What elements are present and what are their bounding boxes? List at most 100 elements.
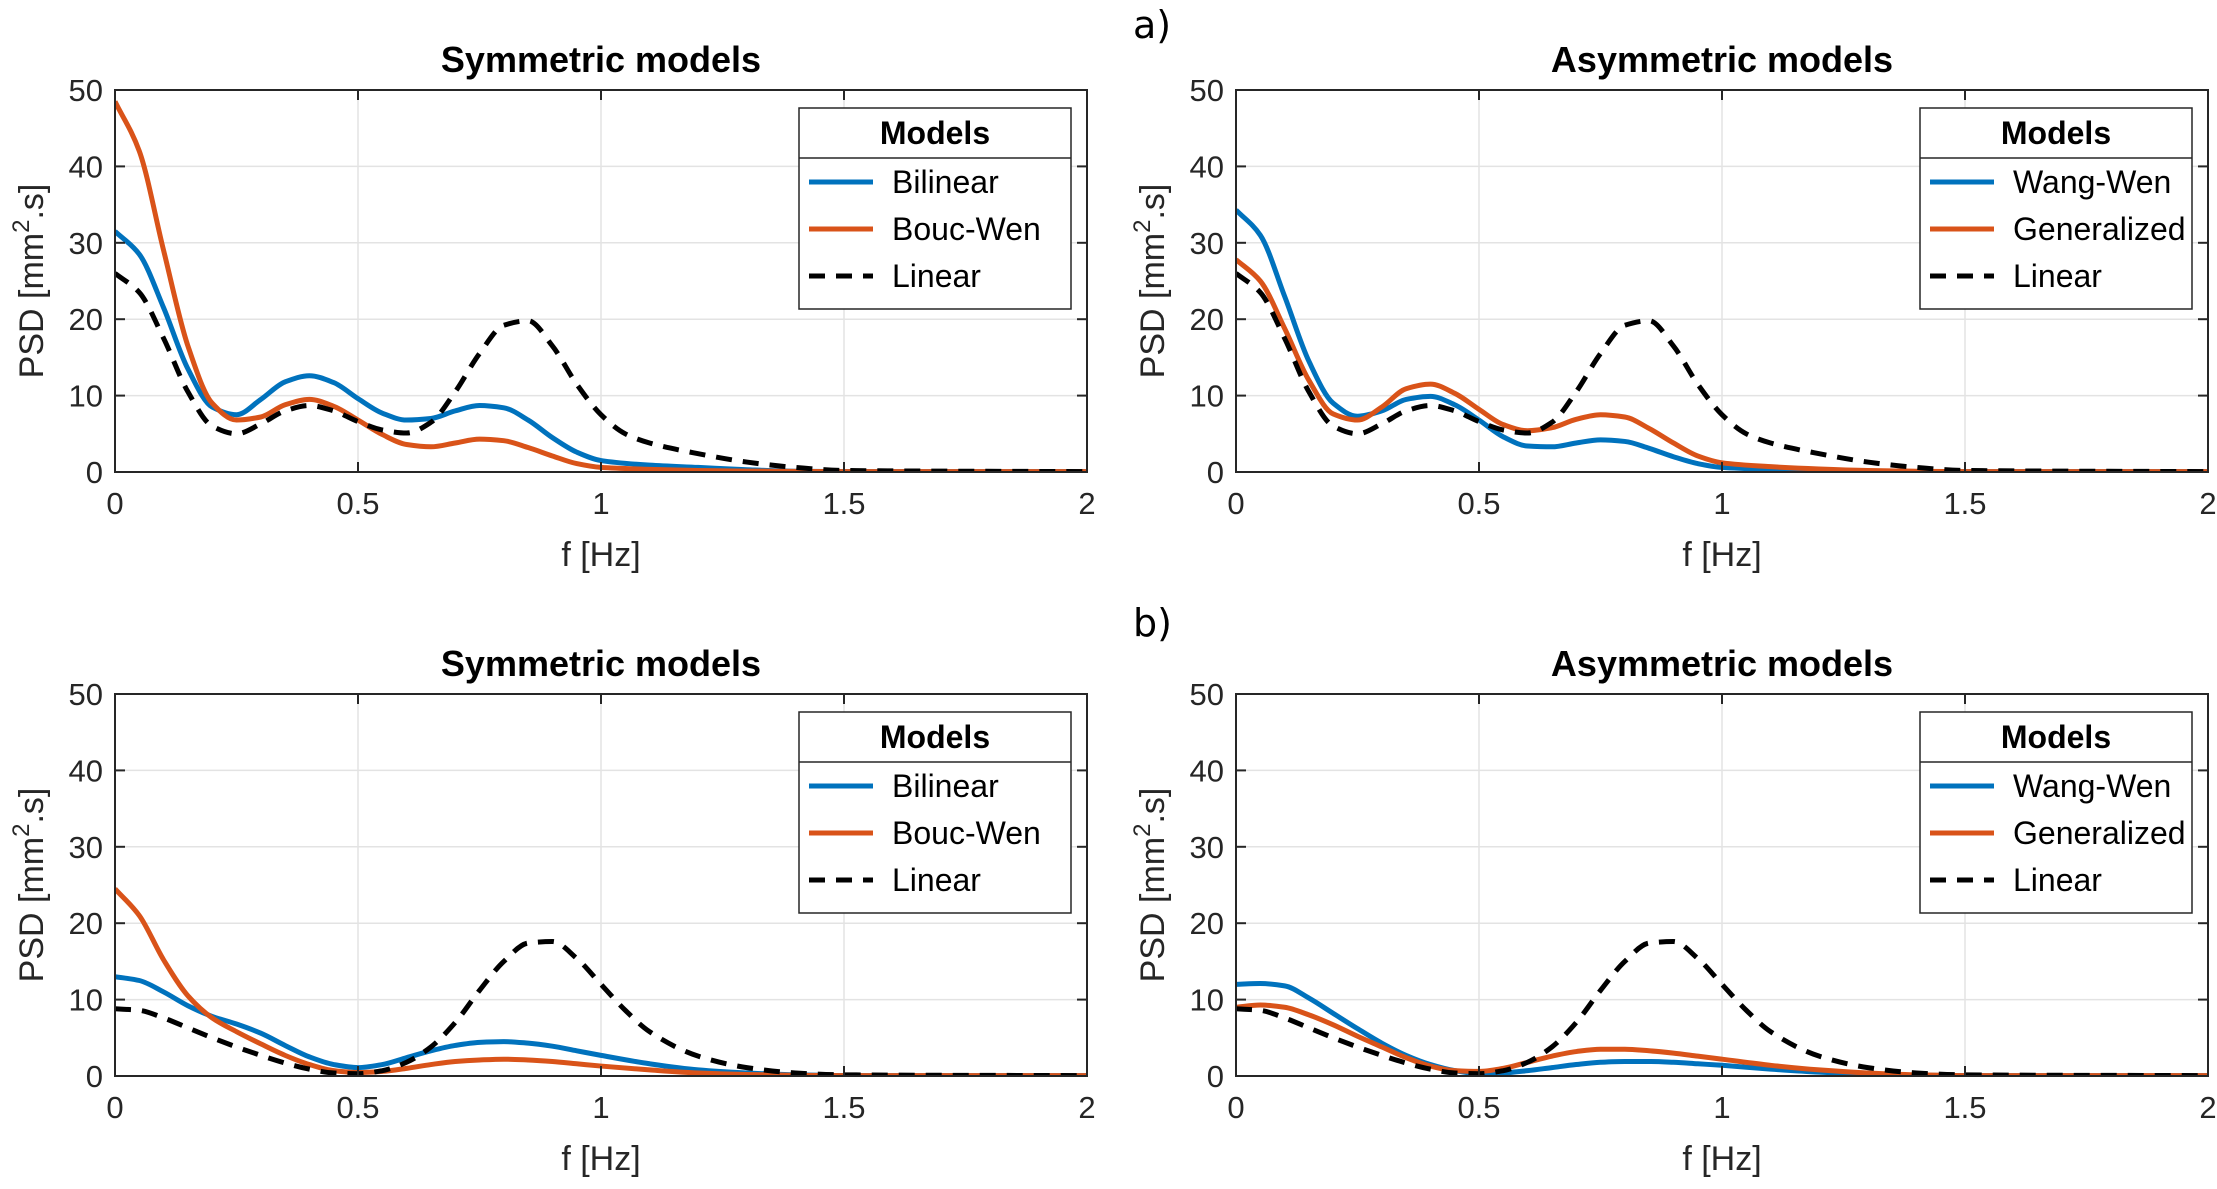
series-line-generalized — [1236, 1002, 2208, 1076]
series-line-linear — [115, 939, 1087, 1076]
y-tick-label: 50 — [69, 677, 103, 712]
series-line-bilinear — [115, 974, 1087, 1076]
legend-entry-label: Bilinear — [892, 164, 999, 200]
y-axis-label: PSD [mm2.s] — [8, 788, 51, 983]
legend: Models Bilinear Bouc-Wen Linear — [798, 107, 1072, 310]
legend-title: Models — [2001, 719, 2111, 755]
chart-title: Symmetric models — [441, 643, 761, 684]
y-tick-label: 0 — [1207, 1059, 1224, 1094]
x-tick-label: 1 — [592, 1090, 609, 1125]
y-axis-label-superscript: 2 — [1129, 220, 1156, 233]
panel-label: a) — [1133, 3, 1171, 47]
x-tick-label: 0 — [1227, 1090, 1244, 1125]
y-axis-label-main: PSD [mm — [13, 837, 51, 982]
legend-title: Models — [2001, 115, 2111, 151]
x-tick-label: 1 — [1713, 486, 1730, 521]
y-axis-label-superscript: 2 — [1129, 824, 1156, 837]
y-axis-label: PSD [mm2.s] — [1129, 184, 1172, 379]
y-tick-label: 20 — [1190, 906, 1224, 941]
y-tick-label: 10 — [69, 379, 103, 414]
y-axis-label: PSD [mm2.s] — [8, 184, 51, 379]
x-axis-label: f [Hz] — [1682, 1140, 1761, 1178]
series-group — [1236, 939, 2208, 1076]
x-tick-label: 0.5 — [336, 486, 379, 521]
x-tick-label: 1.5 — [822, 1090, 865, 1125]
series-group — [1236, 208, 2208, 472]
y-axis-label-superscript: 2 — [8, 824, 35, 837]
x-tick-label: 2 — [2199, 486, 2216, 521]
y-tick-label: 20 — [69, 302, 103, 337]
legend-entry-label: Bouc-Wen — [892, 815, 1041, 851]
y-axis-label-tail: .s] — [13, 788, 51, 824]
x-tick-label: 1.5 — [1943, 1090, 1986, 1125]
y-axis-label-tail: .s] — [1134, 788, 1172, 824]
chart-title: Asymmetric models — [1551, 643, 1893, 684]
series-group — [115, 887, 1087, 1076]
y-axis-label-tail: .s] — [13, 184, 51, 220]
x-axis-label: f [Hz] — [1682, 536, 1761, 574]
legend-entry-label: Bilinear — [892, 768, 999, 804]
series-line-linear — [1236, 271, 2208, 472]
y-tick-label: 20 — [1190, 302, 1224, 337]
x-tick-label: 1.5 — [822, 486, 865, 521]
x-tick-label: 0 — [106, 486, 123, 521]
y-axis-label-main: PSD [mm — [1134, 837, 1172, 982]
legend-title: Models — [880, 115, 990, 151]
y-tick-label: 0 — [86, 455, 103, 490]
series-line-linear — [1236, 939, 2208, 1076]
legend-entry-label: Wang-Wen — [2013, 768, 2171, 804]
series-line-bouc-wen — [115, 887, 1087, 1076]
y-tick-label: 0 — [86, 1059, 103, 1094]
series-line-linear — [115, 271, 1087, 472]
y-axis-label: PSD [mm2.s] — [1129, 788, 1172, 983]
legend-entry-label: Bouc-Wen — [892, 211, 1041, 247]
y-axis-label-tail: .s] — [1134, 184, 1172, 220]
legend-entry-label: Linear — [892, 862, 981, 898]
x-tick-label: 0.5 — [1457, 1090, 1500, 1125]
x-tick-label: 2 — [1078, 1090, 1095, 1125]
y-tick-label: 40 — [69, 753, 103, 788]
legend: Models Bilinear Bouc-Wen Linear — [798, 711, 1072, 914]
y-tick-label: 30 — [69, 830, 103, 865]
legend-entry-label: Linear — [892, 258, 981, 294]
chart-title: Asymmetric models — [1551, 39, 1893, 80]
y-axis-label-main: PSD [mm — [13, 233, 51, 378]
series-line-bouc-wen — [115, 100, 1087, 472]
y-axis-label-main: PSD [mm — [1134, 233, 1172, 378]
x-tick-label: 0.5 — [1457, 486, 1500, 521]
y-tick-label: 50 — [69, 73, 103, 108]
series-group — [115, 100, 1087, 472]
x-tick-label: 2 — [2199, 1090, 2216, 1125]
y-tick-label: 40 — [1190, 149, 1224, 184]
legend-entry-label: Generalized — [2013, 815, 2186, 851]
y-tick-label: 30 — [1190, 830, 1224, 865]
x-tick-label: 1.5 — [1943, 486, 1986, 521]
legend-entry-label: Linear — [2013, 862, 2102, 898]
y-tick-label: 30 — [69, 226, 103, 261]
y-tick-label: 10 — [1190, 983, 1224, 1018]
y-tick-label: 40 — [1190, 753, 1224, 788]
legend: Models Wang-Wen Generalized Linear — [1919, 107, 2193, 310]
legend-entry-label: Linear — [2013, 258, 2102, 294]
x-axis-label: f [Hz] — [561, 1140, 640, 1178]
chart-title: Symmetric models — [441, 39, 761, 80]
y-tick-label: 10 — [1190, 379, 1224, 414]
panel-label: b) — [1133, 601, 1172, 645]
x-tick-label: 0 — [106, 1090, 123, 1125]
x-tick-label: 1 — [592, 486, 609, 521]
legend: Models Wang-Wen Generalized Linear — [1919, 711, 2193, 914]
y-tick-label: 0 — [1207, 455, 1224, 490]
y-tick-label: 20 — [69, 906, 103, 941]
y-axis-label-superscript: 2 — [8, 220, 35, 233]
y-tick-label: 10 — [69, 983, 103, 1018]
x-tick-label: 0 — [1227, 486, 1244, 521]
legend-title: Models — [880, 719, 990, 755]
y-tick-label: 40 — [69, 149, 103, 184]
series-line-generalized — [1236, 257, 2208, 472]
legend-entry-label: Generalized — [2013, 211, 2186, 247]
x-tick-label: 0.5 — [336, 1090, 379, 1125]
